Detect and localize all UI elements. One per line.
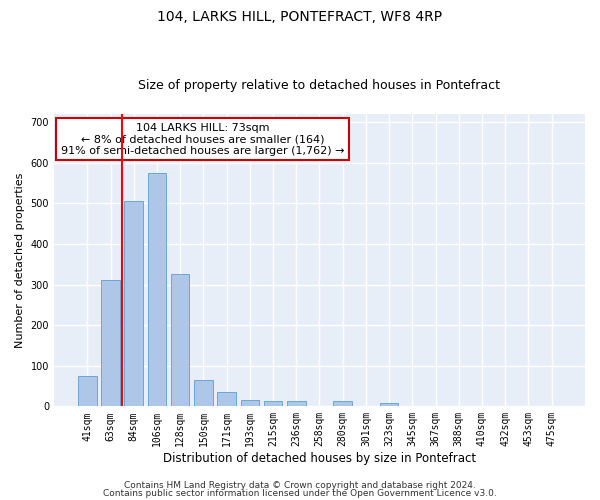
- Bar: [194, 380, 212, 406]
- Text: Contains HM Land Registry data © Crown copyright and database right 2024.: Contains HM Land Registry data © Crown c…: [124, 481, 476, 490]
- Bar: [171, 274, 190, 406]
- Bar: [334, 402, 352, 406]
- Y-axis label: Number of detached properties: Number of detached properties: [15, 172, 25, 348]
- Bar: [217, 392, 236, 406]
- Bar: [287, 402, 305, 406]
- Bar: [124, 202, 143, 406]
- Text: Contains public sector information licensed under the Open Government Licence v3: Contains public sector information licen…: [103, 488, 497, 498]
- X-axis label: Distribution of detached houses by size in Pontefract: Distribution of detached houses by size …: [163, 452, 476, 465]
- Text: 104 LARKS HILL: 73sqm
← 8% of detached houses are smaller (164)
91% of semi-deta: 104 LARKS HILL: 73sqm ← 8% of detached h…: [61, 123, 344, 156]
- Title: Size of property relative to detached houses in Pontefract: Size of property relative to detached ho…: [139, 79, 500, 92]
- Bar: [241, 400, 259, 406]
- Bar: [264, 402, 283, 406]
- Bar: [78, 376, 97, 406]
- Bar: [148, 173, 166, 406]
- Bar: [380, 403, 398, 406]
- Bar: [101, 280, 120, 406]
- Text: 104, LARKS HILL, PONTEFRACT, WF8 4RP: 104, LARKS HILL, PONTEFRACT, WF8 4RP: [157, 10, 443, 24]
